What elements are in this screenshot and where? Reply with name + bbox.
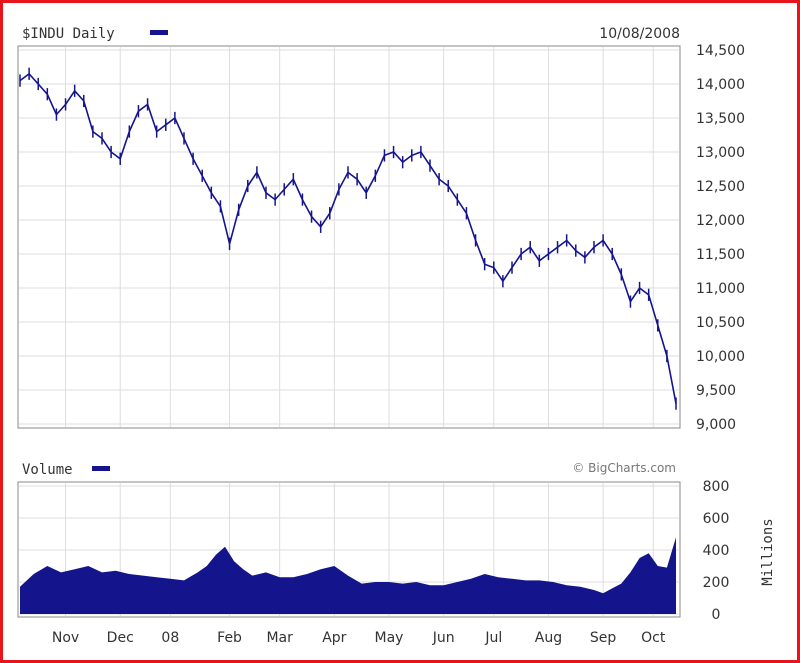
x-tick-label: 08	[161, 630, 179, 646]
volume-y-tick-label: 600	[703, 511, 730, 527]
x-tick-label: Nov	[52, 630, 79, 646]
price-y-axis: 14,500 14,000 13,500 13,000 12,500 12,000 11,5…	[696, 43, 745, 433]
volume-series	[20, 537, 676, 614]
volume-area	[20, 537, 676, 614]
volume-panel-title: Volume	[22, 462, 73, 478]
price-series	[19, 67, 677, 410]
bigcharts-credit: © BigCharts.com	[572, 461, 676, 475]
price-y-tick-label: 11,000	[696, 281, 745, 297]
price-y-tick-label: 10,500	[696, 315, 745, 331]
volume-y-tick-label: 0	[712, 607, 721, 623]
x-tick-label: Feb	[217, 630, 242, 646]
price-y-tick-label: 9,500	[696, 383, 736, 399]
price-y-tick-label: 13,000	[696, 145, 745, 161]
volume-legend-swatch	[92, 466, 110, 471]
price-y-tick-label: 13,500	[696, 111, 745, 127]
x-tick-label: Aug	[535, 630, 562, 646]
x-tick-label: Sep	[590, 630, 617, 646]
x-tick-label: Dec	[107, 630, 134, 646]
price-panel	[17, 45, 681, 429]
x-tick-label: Jun	[432, 630, 455, 646]
price-y-tick-label: 14,500	[696, 43, 745, 59]
price-grid	[19, 47, 679, 427]
x-tick-label: Jul	[484, 630, 502, 646]
volume-y-tick-label: 200	[703, 575, 730, 591]
volume-y-axis-label: Millions	[760, 518, 776, 585]
x-tick-label: May	[375, 630, 404, 646]
price-y-tick-label: 12,500	[696, 179, 745, 195]
price-y-tick-label: 10,000	[696, 349, 745, 365]
x-axis: Nov Dec 08 Feb Mar Apr May Jun Jul Aug Sep Oct	[52, 630, 666, 646]
x-tick-label: Apr	[322, 630, 346, 646]
price-legend-swatch	[150, 30, 168, 35]
price-panel-date: 10/08/2008	[599, 26, 680, 42]
price-y-tick-label: 14,000	[696, 77, 745, 93]
price-y-tick-label: 11,500	[696, 247, 745, 263]
price-y-tick-label: 12,000	[696, 213, 745, 229]
price-panel-title: $INDU Daily	[22, 26, 115, 42]
x-tick-label: Mar	[266, 630, 293, 646]
volume-y-tick-label: 400	[703, 543, 730, 559]
volume-y-tick-label: 800	[703, 479, 730, 495]
price-y-tick-label: 9,000	[696, 417, 736, 433]
x-tick-label: Oct	[641, 630, 666, 646]
volume-y-axis: 800 600 400 200 0	[703, 479, 730, 623]
